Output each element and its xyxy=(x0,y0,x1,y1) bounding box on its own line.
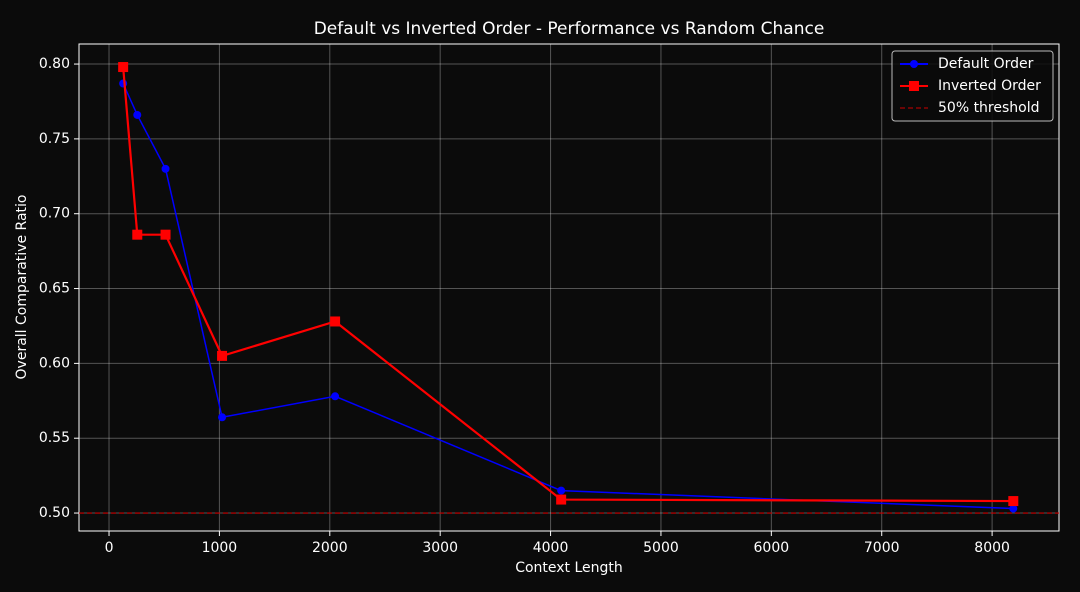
x-tick-label: 3000 xyxy=(422,540,458,556)
x-axis-label: Context Length xyxy=(515,560,623,576)
x-tick-label: 8000 xyxy=(974,540,1010,556)
y-tick-label: 0.60 xyxy=(39,355,70,371)
data-point xyxy=(133,110,142,119)
y-tick-label: 0.80 xyxy=(39,56,70,72)
plot-frame xyxy=(78,43,1060,532)
x-tick-label: 0 xyxy=(105,540,114,556)
y-tick-label: 0.65 xyxy=(39,281,70,297)
data-point xyxy=(217,350,228,361)
data-point xyxy=(331,392,340,401)
legend-label: 50% threshold xyxy=(938,100,1040,116)
x-tick-label: 5000 xyxy=(643,540,679,556)
y-tick-label: 0.75 xyxy=(39,131,70,147)
data-point xyxy=(118,62,129,73)
legend-marker xyxy=(910,60,918,68)
data-point xyxy=(1008,496,1019,507)
data-point xyxy=(161,164,170,173)
chart-title: Default vs Inverted Order - Performance … xyxy=(314,19,825,39)
y-axis-label: Overall Comparative Ratio xyxy=(14,195,30,380)
data-point xyxy=(330,316,341,327)
x-tick-label: 7000 xyxy=(864,540,900,556)
legend-label: Default Order xyxy=(938,56,1034,72)
legend-marker xyxy=(909,81,919,91)
legend-box xyxy=(891,50,1054,122)
data-point xyxy=(160,229,171,240)
data-point xyxy=(119,79,128,88)
data-point xyxy=(218,413,227,422)
x-tick-label: 6000 xyxy=(754,540,790,556)
legend-label: Inverted Order xyxy=(938,78,1041,94)
y-tick-label: 0.55 xyxy=(39,430,70,446)
x-tick-label: 1000 xyxy=(202,540,238,556)
x-tick-label: 2000 xyxy=(312,540,348,556)
data-point xyxy=(557,486,566,495)
y-tick-label: 0.50 xyxy=(39,505,70,521)
y-tick-label: 0.70 xyxy=(39,206,70,222)
data-point xyxy=(1009,504,1018,513)
data-point xyxy=(132,229,143,240)
data-point xyxy=(556,494,567,505)
x-tick-label: 4000 xyxy=(533,540,569,556)
